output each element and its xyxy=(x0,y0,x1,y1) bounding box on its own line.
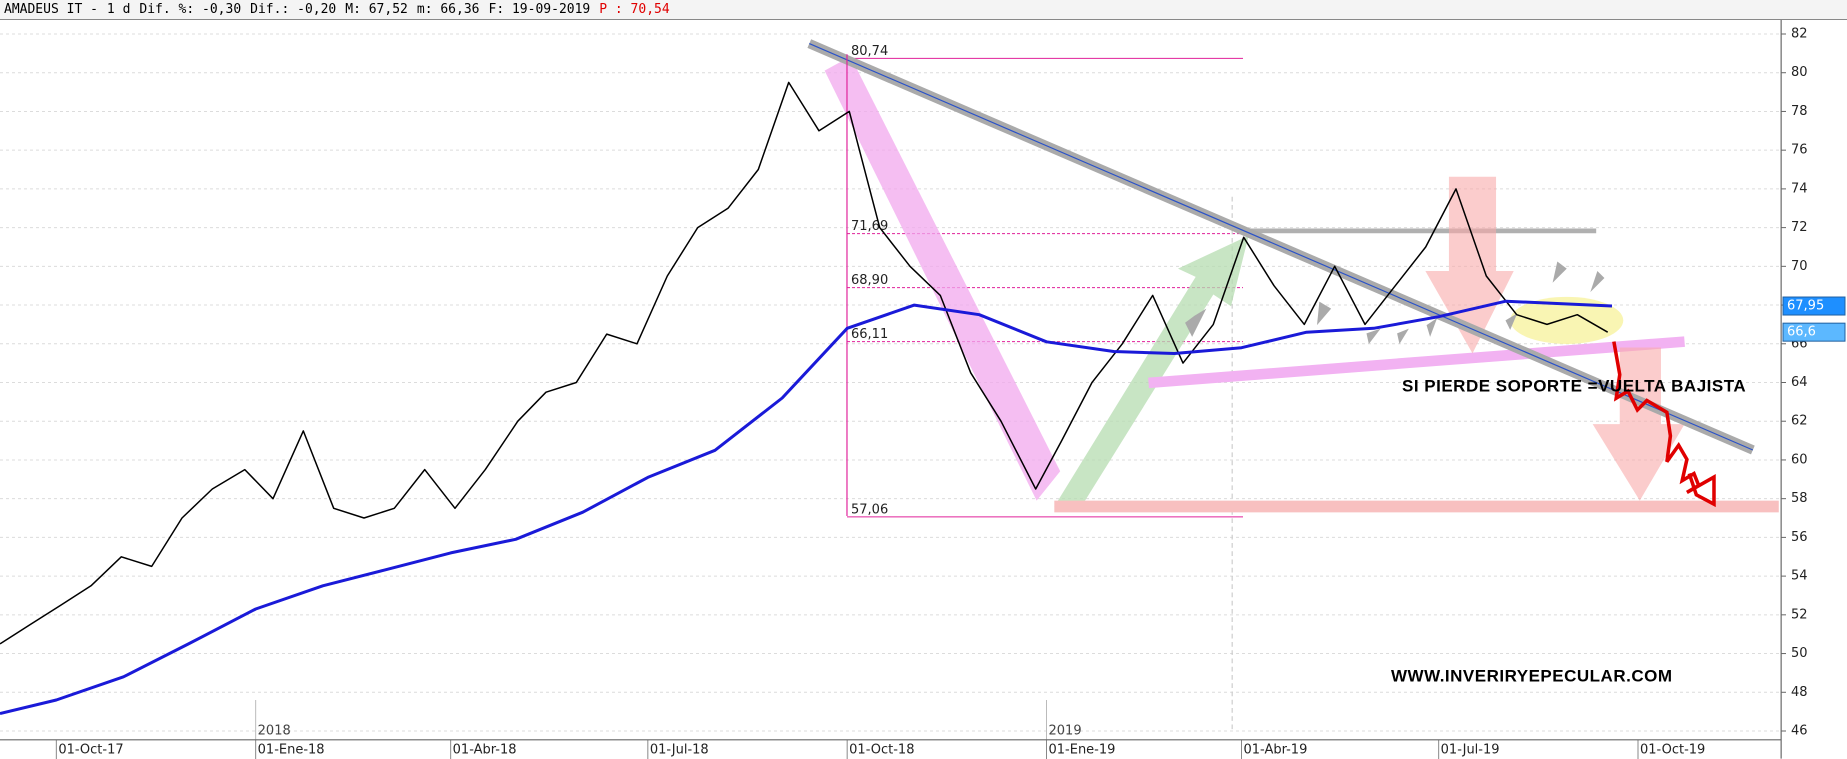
y-tick-label: 60 xyxy=(1791,452,1808,467)
y-tick-label: 54 xyxy=(1791,569,1808,584)
drawings xyxy=(0,20,1782,759)
x-tick-label: 01-Ene-18 xyxy=(258,743,325,758)
last-value-badge xyxy=(1782,322,1846,342)
y-tick-label: 48 xyxy=(1791,685,1808,700)
y-tick-label: 72 xyxy=(1791,220,1808,235)
annotation: SI PIERDE SOPORTE =VUELTA BAJISTA xyxy=(1402,376,1746,395)
x-tick-label: 01-Jul-18 xyxy=(650,743,709,758)
y-tick-label: 76 xyxy=(1791,143,1808,158)
support-line xyxy=(1148,336,1685,389)
x-tick-label: 01-Oct-19 xyxy=(1640,743,1705,758)
marks: 4648505254565860626466687072747678808201… xyxy=(0,27,1846,758)
x-tick-label: 01-Oct-17 xyxy=(58,743,123,758)
header-item: Dif.: -0,20 xyxy=(250,2,337,17)
level-label: 66,11 xyxy=(851,327,888,342)
last-value-label: 67,95 xyxy=(1787,299,1824,314)
header-item: 1 d xyxy=(106,2,131,17)
x-tick-label: 01-Abr-18 xyxy=(453,743,517,758)
x-tick-label: 01-Oct-18 xyxy=(849,743,914,758)
highlight xyxy=(1510,296,1624,344)
y-tick-label: 64 xyxy=(1791,375,1808,390)
y-tick-label: 74 xyxy=(1791,181,1808,196)
series-line xyxy=(0,81,1609,645)
header-item: F: 19-09-2019 xyxy=(488,2,591,17)
series-line xyxy=(0,299,1613,716)
x-tick-label: 01-Jul-19 xyxy=(1441,743,1500,758)
y-tick-label: 80 xyxy=(1791,65,1808,80)
x-tick-label: 01-Abr-19 xyxy=(1244,743,1308,758)
y-tick-label: 52 xyxy=(1791,607,1808,622)
level-label: 80,74 xyxy=(851,44,888,59)
x-tick-label: 01-Ene-19 xyxy=(1049,743,1116,758)
y-tick-label: 58 xyxy=(1791,491,1808,506)
trendline-inner xyxy=(809,43,1754,451)
y-tick-label: 82 xyxy=(1791,27,1808,42)
header-item: AMADEUS IT - xyxy=(4,2,98,17)
year-label: 2018 xyxy=(258,724,291,739)
y-tick-label: 50 xyxy=(1791,646,1808,661)
header: AMADEUS IT - 1 d Dif. %: -0,30 Dif.: -0,20 M… xyxy=(0,0,1847,20)
y-tick-label: 78 xyxy=(1791,104,1808,119)
header-item: m: 66,36 xyxy=(416,2,480,17)
y-tick-label: 62 xyxy=(1791,414,1808,429)
y-tick-label: 70 xyxy=(1791,259,1808,274)
level-label: 68,90 xyxy=(851,273,888,288)
projection xyxy=(1612,341,1716,508)
y-tick-label: 56 xyxy=(1791,530,1808,545)
red-arrow xyxy=(1592,347,1685,501)
header-item: M: 67,52 xyxy=(345,2,408,17)
small-arrows xyxy=(1185,261,1605,344)
last-value-badge xyxy=(1782,296,1846,316)
y-tick-label: 46 xyxy=(1791,724,1808,739)
last-value-label: 66,6 xyxy=(1787,325,1816,340)
red-arrow xyxy=(1425,176,1514,354)
header-item: Dif. %: -0,30 xyxy=(139,2,242,17)
header-item: P : 70,54 xyxy=(599,2,670,17)
green-arrow xyxy=(1054,235,1249,507)
annotation: WWW.INVERIRYEPECULAR.COM xyxy=(1391,666,1672,685)
year-label: 2019 xyxy=(1049,724,1082,739)
pink-arrow xyxy=(824,56,1061,501)
level-label: 57,06 xyxy=(851,502,888,517)
